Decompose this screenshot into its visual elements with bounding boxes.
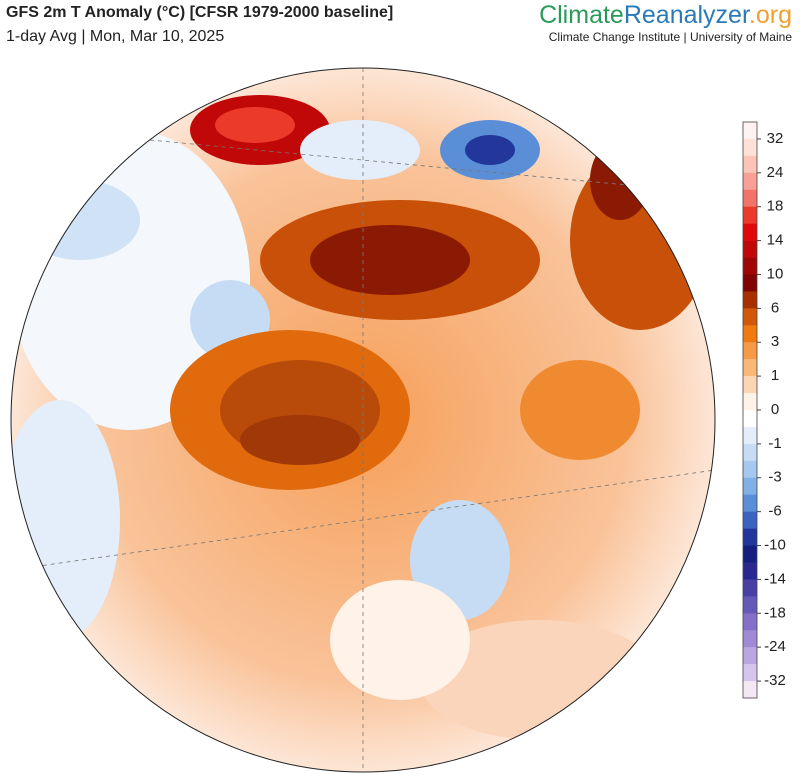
colorbar-swatch <box>743 291 757 309</box>
colorbar-swatch <box>743 443 757 462</box>
colorbar-swatch <box>743 359 757 377</box>
colorbar-label: 3 <box>771 333 779 350</box>
subtitle: 1-day Avg | Mon, Mar 10, 2025 <box>6 28 224 45</box>
globe <box>11 68 715 772</box>
colorbar-label: -1 <box>768 435 781 452</box>
colorbar-swatch <box>743 477 757 496</box>
colorbar-swatch <box>743 240 757 258</box>
colorbar-swatch <box>743 206 757 224</box>
colorbar-swatch <box>743 613 757 631</box>
colorbar-swatch <box>743 426 757 445</box>
colorbar-swatch <box>743 376 757 394</box>
colorbar-label: 10 <box>767 265 784 282</box>
colorbar-label: 24 <box>767 164 784 181</box>
colorbar-swatch <box>743 393 757 411</box>
colorbar-label: 18 <box>767 198 784 215</box>
colorbar-swatch <box>743 410 757 428</box>
colorbar-label: 1 <box>771 367 779 384</box>
colorbar-swatch <box>743 664 757 682</box>
colorbar-swatch <box>743 308 757 326</box>
colorbar-label: 32 <box>767 130 784 147</box>
colorbar-swatch <box>743 189 757 208</box>
colorbar-swatch <box>743 545 757 563</box>
colorbar-swatch <box>743 325 757 343</box>
colorbar-swatch <box>743 172 757 191</box>
colorbar-swatch <box>743 274 757 292</box>
colorbar-label: 6 <box>771 299 779 316</box>
institute: Climate Change Institute | University of… <box>549 30 793 44</box>
colorbar-swatch <box>743 596 757 614</box>
colorbar-swatch <box>743 342 757 360</box>
colorbar-swatch <box>743 528 757 546</box>
brand-reanalyzer: Reanalyzer <box>624 1 750 29</box>
colorbar-swatch <box>743 494 757 512</box>
colorbar-swatch <box>743 562 757 580</box>
colorbar-label: -32 <box>764 672 786 689</box>
brand-org: .org <box>749 1 792 29</box>
colorbar-swatch <box>743 223 757 241</box>
colorbar-label: 0 <box>771 401 779 418</box>
title: GFS 2m T Anomaly (°C) [CFSR 1979-2000 ba… <box>6 4 393 21</box>
colorbar-swatch <box>743 460 757 479</box>
colorbar-swatch <box>743 681 757 699</box>
colorbar-swatch <box>743 647 757 665</box>
colorbar-label: -24 <box>764 638 786 655</box>
colorbar-swatch <box>743 257 757 275</box>
colorbar-label: -6 <box>768 503 781 520</box>
colorbar-swatch <box>743 138 757 157</box>
colorbar-label: -10 <box>764 536 786 553</box>
colorbar-label: 14 <box>767 232 784 249</box>
colorbar-swatch <box>743 630 757 648</box>
colorbar-swatch <box>743 511 757 529</box>
colorbar-label: -3 <box>768 469 781 486</box>
brand-climate: Climate <box>539 1 624 29</box>
colorbar-label: -18 <box>764 604 786 621</box>
colorbar-swatch <box>743 579 757 597</box>
brand: ClimateReanalyzer.org <box>539 1 792 29</box>
colorbar-label: -14 <box>764 570 786 587</box>
colorbar-swatch <box>743 122 757 140</box>
colorbar-swatch <box>743 155 757 174</box>
